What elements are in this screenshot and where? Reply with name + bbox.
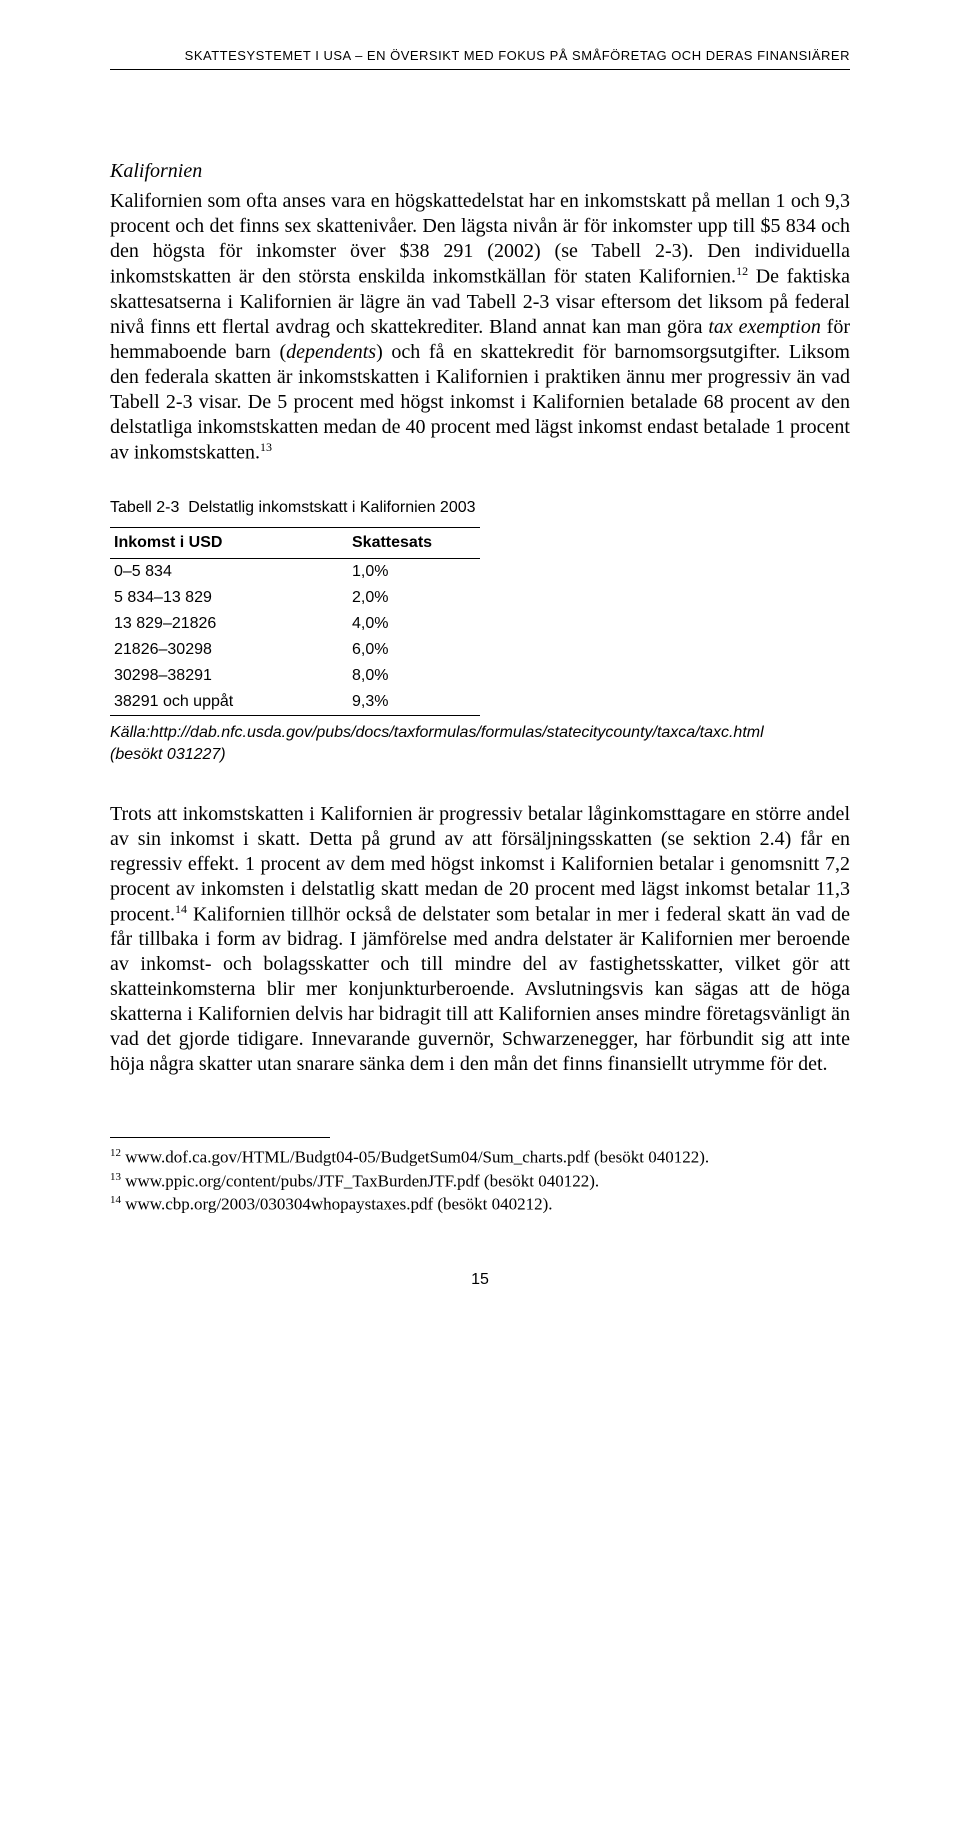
footnote-ref-12: 12 [736, 264, 748, 278]
table-cell-bracket: 30298–38291 [110, 663, 348, 689]
footnote-text: www.cbp.org/2003/030304whopaystaxes.pdf … [121, 1195, 553, 1214]
table-cell-rate: 2,0% [348, 585, 480, 611]
tax-table: Inkomst i USD Skattesats 0–5 834 1,0% 5 … [110, 527, 480, 716]
footnote-ref-13: 13 [260, 440, 272, 454]
table-caption: Tabell 2-3 Delstatlig inkomstskatt i Kal… [110, 499, 850, 517]
text-run: Kalifornien tillhör också de delstater s… [110, 903, 850, 1075]
page-number: 15 [110, 1271, 850, 1289]
footnote-ref-14: 14 [175, 902, 187, 916]
footnote-text: www.ppic.org/content/pubs/JTF_TaxBurdenJ… [121, 1171, 599, 1190]
table-cell-rate: 4,0% [348, 611, 480, 637]
table-caption-label: Tabell 2-3 [110, 499, 179, 516]
body-paragraph-1: Kalifornien som ofta anses vara en högsk… [110, 189, 850, 465]
table-cell-bracket: 38291 och uppåt [110, 689, 348, 716]
body-paragraph-2: Trots att inkomstskatten i Kalifornien ä… [110, 802, 850, 1078]
table-source: Källa:http://dab.nfc.usda.gov/pubs/docs/… [110, 722, 850, 765]
footnotes-block: 12 www.dof.ca.gov/HTML/Budgt04-05/Budget… [110, 1146, 850, 1217]
table-cell-bracket: 13 829–21826 [110, 611, 348, 637]
table-cell-rate: 9,3% [348, 689, 480, 716]
table-header-income: Inkomst i USD [110, 528, 348, 559]
source-line: (besökt 031227) [110, 746, 226, 763]
page-container: SKATTESYSTEMET I USA – EN ÖVERSIKT MED F… [0, 0, 960, 1349]
table-row: 30298–38291 8,0% [110, 663, 480, 689]
table-cell-bracket: 0–5 834 [110, 559, 348, 586]
table-row: 38291 och uppåt 9,3% [110, 689, 480, 716]
footnote-number: 12 [110, 1147, 121, 1159]
running-header: SKATTESYSTEMET I USA – EN ÖVERSIKT MED F… [110, 48, 850, 70]
footnote-14: 14 www.cbp.org/2003/030304whopaystaxes.p… [110, 1193, 850, 1217]
footnote-number: 14 [110, 1194, 121, 1206]
table-cell-rate: 8,0% [348, 663, 480, 689]
table-row: 13 829–21826 4,0% [110, 611, 480, 637]
table-row: 21826–30298 6,0% [110, 637, 480, 663]
table-cell-bracket: 5 834–13 829 [110, 585, 348, 611]
table-header-row: Inkomst i USD Skattesats [110, 528, 480, 559]
table-caption-text: Delstatlig inkomstskatt i Kalifornien 20… [188, 499, 475, 516]
italic-term: tax exemption [708, 316, 820, 338]
footnote-13: 13 www.ppic.org/content/pubs/JTF_TaxBurd… [110, 1170, 850, 1194]
footnote-text: www.dof.ca.gov/HTML/Budgt04-05/BudgetSum… [121, 1148, 709, 1167]
italic-term: dependents [286, 341, 376, 363]
table-cell-rate: 1,0% [348, 559, 480, 586]
table-header-rate: Skattesats [348, 528, 480, 559]
table-row: 0–5 834 1,0% [110, 559, 480, 586]
footnote-number: 13 [110, 1171, 121, 1183]
footnote-separator [110, 1137, 330, 1138]
footnote-12: 12 www.dof.ca.gov/HTML/Budgt04-05/Budget… [110, 1146, 850, 1170]
table-row: 5 834–13 829 2,0% [110, 585, 480, 611]
table-cell-rate: 6,0% [348, 637, 480, 663]
source-line: Källa:http://dab.nfc.usda.gov/pubs/docs/… [110, 724, 764, 741]
section-heading: Kalifornien [110, 160, 850, 183]
table-cell-bracket: 21826–30298 [110, 637, 348, 663]
